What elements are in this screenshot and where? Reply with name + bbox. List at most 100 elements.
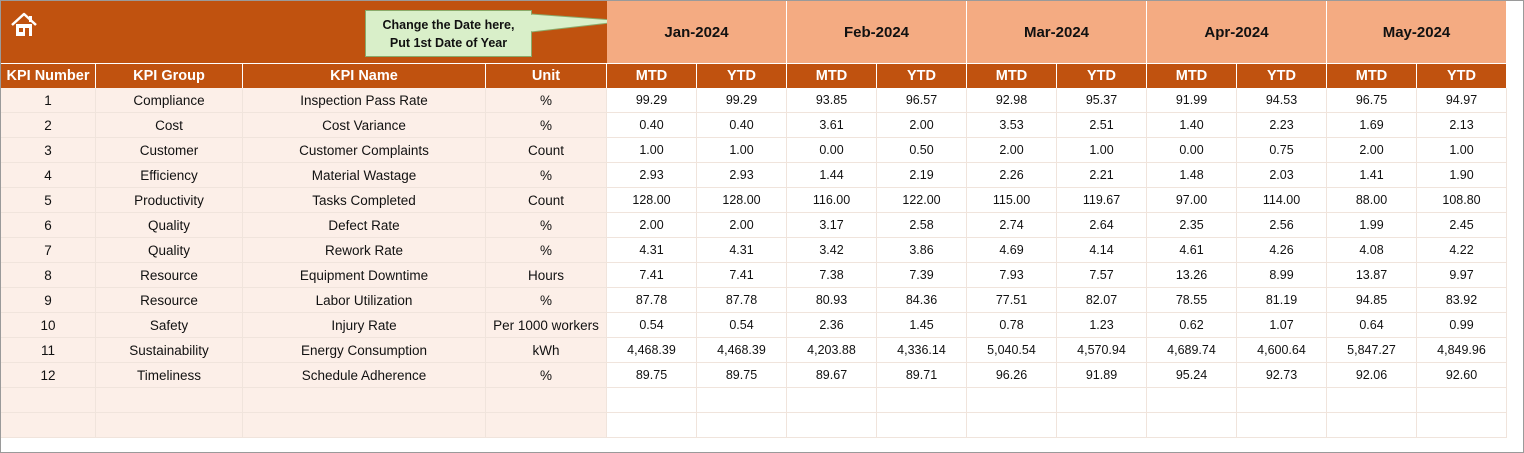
mtd-value-cell[interactable]: 115.00 [967,188,1057,213]
mtd-value-cell[interactable]: 2.26 [967,163,1057,188]
kpi-group-cell[interactable]: Quality [96,238,243,263]
ytd-value-cell[interactable]: 119.67 [1057,188,1147,213]
kpi-name-cell[interactable]: Defect Rate [243,213,486,238]
unit-cell[interactable]: Hours [486,263,607,288]
kpi-number-cell[interactable]: 9 [1,288,96,313]
kpi-group-cell[interactable]: Resource [96,288,243,313]
kpi-group-cell[interactable]: Customer [96,138,243,163]
mtd-value-cell[interactable]: 2.74 [967,213,1057,238]
unit-cell[interactable]: kWh [486,338,607,363]
kpi-number-cell[interactable]: 11 [1,338,96,363]
ytd-value-cell[interactable]: 2.21 [1057,163,1147,188]
kpi-group-cell[interactable]: Timeliness [96,363,243,388]
mtd-value-cell[interactable]: 87.78 [607,288,697,313]
ytd-value-cell[interactable] [1417,413,1507,438]
mtd-value-cell[interactable]: 94.85 [1327,288,1417,313]
mtd-value-cell[interactable]: 89.67 [787,363,877,388]
unit-cell[interactable]: % [486,363,607,388]
kpi-name-cell[interactable]: Labor Utilization [243,288,486,313]
ytd-value-cell[interactable]: 2.51 [1057,113,1147,138]
mtd-value-cell[interactable]: 1.44 [787,163,877,188]
mtd-value-cell[interactable] [607,388,697,413]
ytd-value-cell[interactable]: 81.19 [1237,288,1327,313]
mtd-value-cell[interactable]: 97.00 [1147,188,1237,213]
mtd-value-cell[interactable]: 96.26 [967,363,1057,388]
mtd-value-cell[interactable]: 2.36 [787,313,877,338]
ytd-value-cell[interactable]: 4,570.94 [1057,338,1147,363]
ytd-value-cell[interactable]: 1.23 [1057,313,1147,338]
kpi-group-cell[interactable]: Resource [96,263,243,288]
ytd-value-cell[interactable]: 8.99 [1237,263,1327,288]
ytd-value-cell[interactable] [877,413,967,438]
mtd-value-cell[interactable]: 1.41 [1327,163,1417,188]
mtd-value-cell[interactable]: 3.42 [787,238,877,263]
ytd-value-cell[interactable]: 83.92 [1417,288,1507,313]
ytd-value-cell[interactable]: 89.71 [877,363,967,388]
mtd-value-cell[interactable]: 4,468.39 [607,338,697,363]
mtd-value-cell[interactable]: 0.00 [1147,138,1237,163]
mtd-value-cell[interactable]: 77.51 [967,288,1057,313]
ytd-value-cell[interactable]: 1.90 [1417,163,1507,188]
ytd-value-cell[interactable] [1237,388,1327,413]
unit-cell[interactable]: % [486,163,607,188]
ytd-value-cell[interactable] [1417,388,1507,413]
mtd-value-cell[interactable]: 99.29 [607,88,697,113]
mtd-value-cell[interactable] [967,413,1057,438]
ytd-value-cell[interactable]: 2.56 [1237,213,1327,238]
mtd-value-cell[interactable]: 5,847.27 [1327,338,1417,363]
mtd-value-cell[interactable]: 1.48 [1147,163,1237,188]
kpi-group-cell[interactable] [96,388,243,413]
mtd-value-cell[interactable]: 2.93 [607,163,697,188]
kpi-number-cell[interactable]: 12 [1,363,96,388]
mtd-value-cell[interactable]: 2.35 [1147,213,1237,238]
kpi-group-cell[interactable]: Sustainability [96,338,243,363]
kpi-name-cell[interactable]: Cost Variance [243,113,486,138]
ytd-value-cell[interactable]: 4.26 [1237,238,1327,263]
mtd-value-cell[interactable]: 116.00 [787,188,877,213]
kpi-name-cell[interactable]: Schedule Adherence [243,363,486,388]
mtd-value-cell[interactable]: 13.26 [1147,263,1237,288]
kpi-number-cell[interactable]: 1 [1,88,96,113]
kpi-number-cell[interactable]: 6 [1,213,96,238]
ytd-value-cell[interactable]: 4.14 [1057,238,1147,263]
kpi-number-cell[interactable]: 5 [1,188,96,213]
ytd-value-cell[interactable]: 0.40 [697,113,787,138]
mtd-value-cell[interactable]: 96.75 [1327,88,1417,113]
unit-cell[interactable]: % [486,213,607,238]
mtd-value-cell[interactable]: 2.00 [1327,138,1417,163]
kpi-name-cell[interactable]: Equipment Downtime [243,263,486,288]
mtd-value-cell[interactable]: 4,203.88 [787,338,877,363]
ytd-value-cell[interactable]: 87.78 [697,288,787,313]
kpi-name-cell[interactable]: Injury Rate [243,313,486,338]
mtd-value-cell[interactable]: 2.00 [607,213,697,238]
kpi-number-cell[interactable] [1,413,96,438]
ytd-value-cell[interactable]: 2.03 [1237,163,1327,188]
ytd-value-cell[interactable]: 84.36 [877,288,967,313]
ytd-value-cell[interactable]: 1.07 [1237,313,1327,338]
mtd-value-cell[interactable]: 3.61 [787,113,877,138]
mtd-value-cell[interactable]: 0.62 [1147,313,1237,338]
mtd-value-cell[interactable]: 88.00 [1327,188,1417,213]
kpi-name-cell[interactable]: Tasks Completed [243,188,486,213]
ytd-value-cell[interactable]: 2.19 [877,163,967,188]
mtd-value-cell[interactable]: 4.61 [1147,238,1237,263]
kpi-group-cell[interactable]: Productivity [96,188,243,213]
kpi-group-cell[interactable]: Compliance [96,88,243,113]
ytd-value-cell[interactable]: 108.80 [1417,188,1507,213]
ytd-value-cell[interactable]: 1.00 [1057,138,1147,163]
ytd-value-cell[interactable]: 2.00 [877,113,967,138]
ytd-value-cell[interactable]: 4.31 [697,238,787,263]
mtd-value-cell[interactable]: 89.75 [607,363,697,388]
home-icon[interactable] [10,11,38,41]
mtd-value-cell[interactable]: 80.93 [787,288,877,313]
mtd-value-cell[interactable] [1147,388,1237,413]
ytd-value-cell[interactable]: 4.22 [1417,238,1507,263]
mtd-value-cell[interactable]: 4.69 [967,238,1057,263]
ytd-value-cell[interactable]: 7.57 [1057,263,1147,288]
kpi-number-cell[interactable]: 4 [1,163,96,188]
mtd-value-cell[interactable] [1147,413,1237,438]
mtd-value-cell[interactable]: 3.17 [787,213,877,238]
kpi-name-cell[interactable]: Energy Consumption [243,338,486,363]
kpi-number-cell[interactable]: 7 [1,238,96,263]
mtd-value-cell[interactable]: 7.38 [787,263,877,288]
